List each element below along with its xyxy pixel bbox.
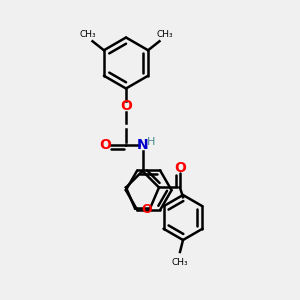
Text: O: O [99, 139, 111, 152]
Text: O: O [141, 203, 152, 217]
Text: CH₃: CH₃ [156, 30, 173, 39]
Text: CH₃: CH₃ [79, 30, 96, 39]
Text: H: H [147, 137, 155, 148]
Text: O: O [120, 100, 132, 113]
Text: O: O [174, 161, 186, 175]
Text: N: N [137, 139, 148, 152]
Text: CH₃: CH₃ [172, 258, 188, 267]
